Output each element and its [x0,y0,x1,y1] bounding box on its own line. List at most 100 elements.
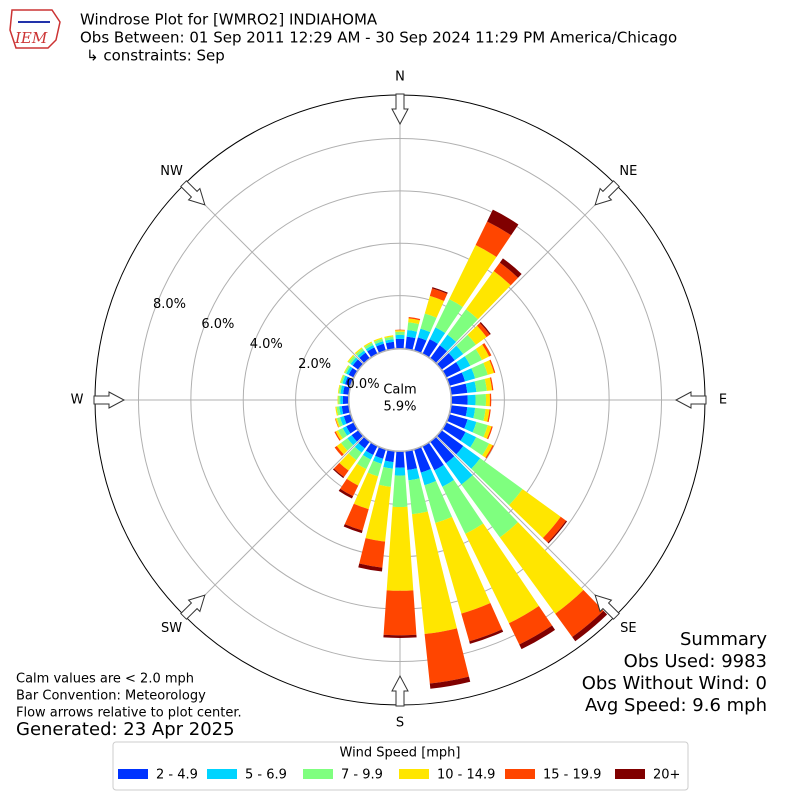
bar-segment [365,443,378,455]
bar-segment [358,563,383,572]
bar-segment [432,287,448,294]
bar-segment [449,244,497,307]
legend-label: 20+ [653,768,680,783]
bar-segment [350,357,358,366]
bar-segment [483,408,490,422]
bar-segment [485,393,490,407]
bar-segment [442,480,484,534]
bar-segment [476,322,490,338]
bar-segment [384,450,395,463]
direction-label: N [395,70,405,85]
bar-segment [340,438,354,451]
bar-segment [373,337,383,342]
bar-segment [472,421,488,438]
radial-grid-line [436,183,617,364]
bar-segment [376,343,386,353]
bar-segment [354,347,363,355]
bar-segment [340,374,346,384]
legend-swatch [118,769,148,779]
bar-segment [483,425,492,439]
bar-segment [355,348,365,357]
bar-segment [340,385,345,395]
bar-segment [451,395,468,405]
bar-segment [430,345,448,363]
bar-segment [359,538,386,568]
bar-segment [335,430,343,441]
generated: Generated: 23 Apr 2025 [16,719,235,740]
bar-segment [340,395,343,405]
bar-segment [408,478,428,515]
bar-segment [395,330,405,332]
summary-line: Avg Speed: 9.6 mph [585,695,767,716]
bar-segment [359,352,370,363]
bar-segment [344,376,353,386]
summary-title: Summary [680,629,767,650]
bar-segment [460,431,477,448]
bar-segment [336,417,343,427]
bar-segment [456,445,481,469]
bar-segment [489,393,492,407]
flow-arrow-shape [674,391,707,409]
flow-arrow-shape [594,180,620,206]
bar-segment [385,339,394,344]
bar-segment [375,341,384,347]
bar-segment [465,381,477,393]
bar-segment [445,456,473,485]
bar-segment [471,458,523,506]
bar-segment [487,209,519,236]
bar-segment [354,443,365,453]
chart-subtitle: Obs Between: 01 Sep 2011 12:29 AM - 30 S… [80,29,677,47]
bar-segment [351,430,363,442]
bar-segment [482,343,492,357]
bar-segment [364,342,374,350]
bar-segment [572,610,608,642]
bar-segment [448,345,464,361]
bar-segment [395,334,405,339]
bar-segment [475,221,512,258]
direction-label: E [719,393,727,408]
bar-segment [447,372,466,386]
bar-segment [338,395,341,405]
bar-segment [344,365,351,374]
logo: IEM [9,9,61,49]
bar-segment [348,367,357,378]
bar-segment [434,464,454,487]
direction-label: NW [160,164,183,179]
legend-box [112,741,689,791]
bar-segment [420,313,437,333]
bar-segment [383,634,417,638]
direction-label: S [396,716,404,731]
bar-segment [437,352,455,370]
bar-segment [461,368,476,382]
bar-segment [394,467,406,476]
bar-segment [353,472,379,510]
calm-label: Calm [383,383,416,398]
bar-segment [467,325,487,345]
flow-arrow [391,93,409,126]
bar-segment [435,516,491,614]
legend-label: 10 - 14.9 [437,768,495,783]
legend-title: Wind Speed [mph] [340,746,461,761]
flow-arrow [674,391,707,409]
flow-arrow-shape [180,180,206,206]
bar-segment [338,488,354,499]
bar-segment [405,450,418,470]
bar-segment [338,385,342,394]
bar-segment [346,366,353,375]
bar-segment [447,414,468,429]
radial-grid-line [436,436,617,617]
bar-segment [469,629,504,644]
r-tick-label: 8.0% [153,297,186,312]
bar-segment [395,331,405,336]
bar-segment [493,262,518,286]
bar-segment [467,394,476,406]
bar-segment [341,405,350,415]
bar-segment [437,430,464,455]
bar-segment [489,377,494,391]
bar-segment [347,354,355,363]
bar-segment [482,443,493,458]
note: Calm values are < 2.0 mph [16,672,194,687]
bar-segment [407,322,419,332]
bar-segment [429,288,448,302]
